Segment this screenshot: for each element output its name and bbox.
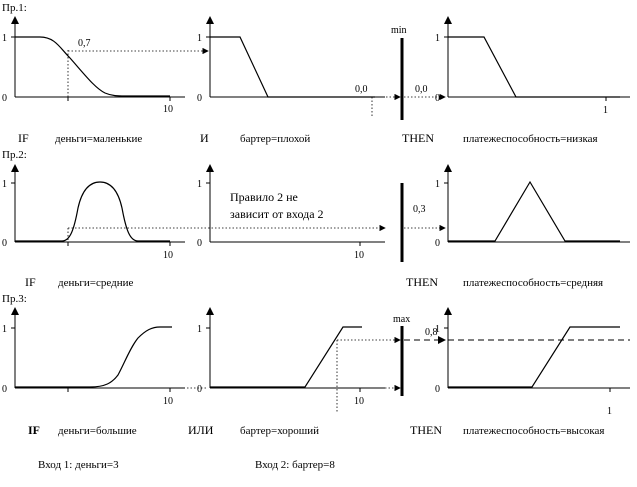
rule-2-label: Пр.2: [2,149,27,161]
and-keyword: И [200,131,209,145]
x-tick-label-end: 10 [163,104,173,115]
condition-2: бартер=хороший [240,425,319,437]
y-tick-label-0: 0 [197,238,202,249]
y-tick-label-0: 0 [435,238,440,249]
membership-curve-low [448,36,620,98]
membership-curve-medium [15,181,170,242]
rule-2-note-line-1: Правило 2 не [230,190,298,204]
membership-value: 0,0 [355,84,368,95]
then-keyword: THEN [410,423,442,437]
condition-1: деньги=средние [58,277,133,289]
rule-3-plot-2: 1 0 10 [197,307,385,412]
membership-curve-large [15,326,172,388]
rule-2-note-line-2: зависит от входа 2 [230,207,324,221]
y-tick-label-1: 1 [435,179,440,190]
rule-1-plot-3: 1 0 1 0,0 [415,16,630,116]
if-keyword: IF [25,275,36,289]
membership-value: 0,7 [78,38,91,49]
y-tick-label-1: 1 [435,33,440,44]
rule-2: Пр.2: 1 0 10 1 0 10 Правило 2 не зависит… [2,149,630,289]
y-tick-label-0: 0 [197,384,202,395]
membership-curve-medium-out [448,180,620,242]
or-keyword: ИЛИ [188,423,214,437]
output-value: 0,0 [415,84,428,95]
y-tick-label-0: 0 [197,93,202,104]
operator-value: 0,3 [413,204,426,215]
input-2-label: Вход 2: бартер=8 [255,459,335,471]
rule-2-plot-2: 1 0 10 Правило 2 не зависит от входа 2 [197,164,385,261]
condition-1: деньги=большие [58,425,137,437]
rule-2-plot-1: 1 0 10 [2,164,185,261]
membership-curve-bad [210,36,375,98]
rule-1-label: Пр.1: [2,2,27,14]
y-tick-label-1: 1 [197,179,202,190]
y-tick-label-1: 1 [2,179,7,190]
result: платежеспособность=высокая [463,425,604,437]
operator-min-label: min [391,25,407,36]
membership-curve-good [210,326,362,388]
x-tick-label-end: 10 [163,250,173,261]
y-tick-label-0: 0 [435,384,440,395]
y-tick-label-0: 0 [2,384,7,395]
rule-1: Пр.1: 1 0 10 0,7 1 0 0,0 [2,2,630,145]
y-tick-label-0: 0 [2,238,7,249]
x-tick-label-end: 1 [603,105,608,116]
y-tick-label-0: 0 [435,93,440,104]
y-tick-label-1: 1 [2,33,7,44]
result: платежеспособность=низкая [463,133,598,145]
if-keyword: IF [28,423,40,437]
y-tick-label-1: 1 [197,324,202,335]
membership-curve-small [15,36,170,97]
x-tick-label-end: 10 [163,396,173,407]
y-tick-label-1: 1 [2,324,7,335]
x-tick-label-end: 10 [354,250,364,261]
condition-1: деньги=маленькие [55,133,142,145]
y-tick-label-1: 1 [197,33,202,44]
if-keyword: IF [18,131,29,145]
y-tick-label-0: 0 [2,93,7,104]
then-keyword: THEN [402,131,434,145]
x-tick-label-end: 1 [607,406,612,417]
operator-max-label: max [393,314,410,325]
rule-3-label: Пр.3: [2,293,27,305]
then-keyword: THEN [406,275,438,289]
rule-3-plot-1: 1 0 10 [2,307,185,407]
membership-curve-high [448,326,620,388]
y-tick-label-1: 1 [435,324,440,335]
x-tick-label-end: 10 [354,396,364,407]
rule-2-plot-3: 1 0 [435,164,630,249]
rule-1-plot-2: 1 0 0,0 [197,16,385,118]
condition-2: бартер=плохой [240,133,310,145]
result: платежеспособность=средняя [463,277,603,289]
rule-3: Пр.3: 1 0 10 1 0 10 max [2,293,630,437]
output-value: 0,8 [425,327,438,338]
input-1-label: Вход 1: деньги=3 [38,459,119,471]
rule-1-plot-1: 1 0 10 0,7 [2,16,185,115]
rule-3-plot-3: 1 0 0,8 1 [425,307,630,417]
